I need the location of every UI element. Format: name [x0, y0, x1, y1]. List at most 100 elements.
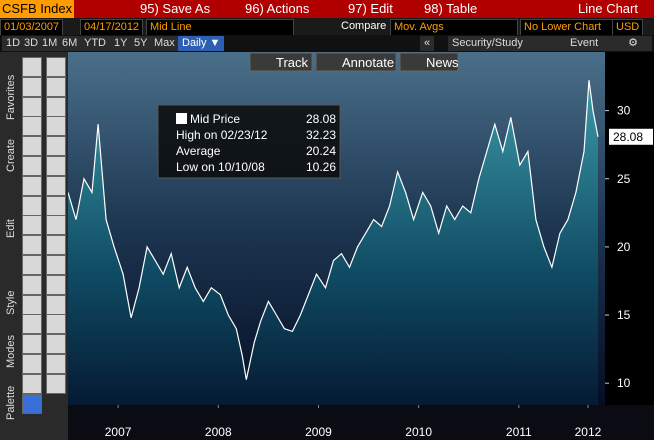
- chart-button[interactable]: Track: [276, 55, 309, 70]
- tool-icon[interactable]: [22, 76, 42, 97]
- y-tick-label: 20: [617, 240, 631, 254]
- sidebar-label: Modes: [5, 334, 17, 368]
- x-tick-label: 2009: [305, 425, 332, 439]
- tool-icon[interactable]: [46, 274, 66, 295]
- sidebar-label: Style: [5, 290, 17, 315]
- stat-label: Average: [176, 144, 221, 158]
- x-axis-strip: [68, 405, 654, 440]
- line-type[interactable]: Mid Line: [146, 19, 294, 36]
- settings[interactable]: ⚙: [614, 36, 652, 51]
- tool-icon[interactable]: [46, 76, 66, 97]
- tool-icon[interactable]: [46, 334, 66, 355]
- period[interactable]: 1D: [2, 36, 25, 51]
- stat-label: High on 02/23/12: [176, 128, 268, 142]
- tool-icon[interactable]: [46, 57, 66, 77]
- stat-label: Mid Price: [190, 112, 240, 126]
- chart: 10 15 20 25 30 2007 2008 2009 2010 2011 2012 28.08 T…: [68, 52, 654, 440]
- series-swatch: [176, 113, 187, 124]
- collapse[interactable]: «: [420, 36, 435, 51]
- tool-icon[interactable]: [22, 57, 42, 77]
- period[interactable]: Daily ▼: [178, 36, 225, 51]
- tool-icon[interactable]: [46, 156, 66, 176]
- tool-icon[interactable]: [46, 215, 66, 236]
- sidebar-label: Favorites: [5, 74, 17, 120]
- tool-icon[interactable]: [46, 354, 66, 374]
- stat-value: 10.26: [306, 160, 336, 174]
- last-price-box: [609, 128, 653, 145]
- period[interactable]: Max: [150, 36, 179, 51]
- period[interactable]: 1M: [38, 36, 62, 51]
- tool-icon[interactable]: [22, 334, 42, 355]
- area: [68, 80, 598, 405]
- stat-value: 28.08: [306, 112, 336, 126]
- x-tick-label: 2011: [506, 425, 532, 439]
- period[interactable]: YTD: [80, 36, 110, 51]
- tool-icon[interactable]: [46, 195, 66, 216]
- chart-button[interactable]: Annotate: [342, 55, 394, 70]
- tool-icon[interactable]: [22, 255, 42, 275]
- x-tick-label: 2012: [575, 425, 602, 439]
- y-tick-label: 10: [617, 376, 631, 390]
- tool-icon[interactable]: [22, 136, 42, 157]
- tool-icon[interactable]: [22, 235, 42, 256]
- tool-icon[interactable]: [22, 354, 42, 374]
- tool-icon[interactable]: [22, 195, 42, 216]
- tool-icon[interactable]: [22, 175, 42, 196]
- y-tick-label: 30: [617, 104, 631, 118]
- tool-icon[interactable]: [46, 235, 66, 256]
- chart-button-bg: [315, 52, 397, 72]
- y-tick-label: 15: [617, 308, 631, 322]
- compare[interactable]: Compare: [341, 20, 387, 32]
- stat-value: 20.24: [306, 144, 336, 158]
- period[interactable]: 1Y: [110, 36, 132, 51]
- y-tick-label: 25: [617, 172, 631, 186]
- menu-item[interactable]: 97) Edit: [348, 1, 393, 16]
- period[interactable]: 6M: [58, 36, 82, 51]
- currency[interactable]: USD: [612, 19, 644, 36]
- menu-item[interactable]: 96) Actions: [245, 1, 310, 16]
- tool-icon[interactable]: [46, 96, 66, 117]
- tool-icon[interactable]: [22, 294, 42, 315]
- tool-icon[interactable]: [22, 393, 42, 414]
- last-price: 28.08: [613, 130, 643, 144]
- x-tick-label: 2008: [205, 425, 232, 439]
- tool-icon[interactable]: [46, 255, 66, 275]
- study[interactable]: Security/Study: [448, 36, 566, 51]
- period[interactable]: 3D: [20, 36, 43, 51]
- sidebar-label: Create: [5, 138, 17, 172]
- tool-icon[interactable]: [22, 156, 42, 176]
- security[interactable]: CSFB Index: [0, 0, 74, 18]
- lower-chart[interactable]: No Lower Chart: [520, 19, 614, 36]
- chart-button-bg: [399, 52, 459, 72]
- period[interactable]: 5Y: [130, 36, 152, 51]
- end-date[interactable]: 04/17/2012: [80, 19, 144, 36]
- mov-avgs[interactable]: Mov. Avgs: [390, 19, 518, 36]
- tool-icon[interactable]: [22, 96, 42, 117]
- tool-icon[interactable]: [46, 294, 66, 315]
- tool-icon[interactable]: [46, 373, 66, 394]
- chart-button[interactable]: News: [426, 55, 459, 70]
- chart-kind[interactable]: Line Chart: [578, 1, 638, 16]
- stats-box: [157, 104, 341, 179]
- event[interactable]: Event: [566, 36, 614, 51]
- tool-icon[interactable]: [46, 175, 66, 196]
- tool-icon[interactable]: [46, 314, 66, 335]
- menu-item[interactable]: 95) Save As: [140, 1, 211, 16]
- tool-icon[interactable]: [22, 373, 42, 394]
- menu-item[interactable]: 98) Table: [424, 1, 478, 16]
- line: [68, 80, 599, 380]
- tool-icon[interactable]: [22, 274, 42, 295]
- tool-icon[interactable]: [46, 136, 66, 157]
- tool-icon[interactable]: [46, 116, 66, 137]
- sidebar-label: Palette: [5, 385, 17, 420]
- tool-icon[interactable]: [22, 116, 42, 137]
- start-date[interactable]: 01/03/2007: [0, 19, 64, 36]
- x-tick-label: 2007: [105, 425, 132, 439]
- stat-value: 32.23: [306, 128, 336, 142]
- x-tick-label: 2010: [405, 425, 432, 439]
- chart-button-bg: [249, 52, 313, 72]
- tool-icon[interactable]: [22, 314, 42, 335]
- stat-label: Low on 10/10/08: [176, 160, 265, 174]
- tool-icon[interactable]: [22, 215, 42, 236]
